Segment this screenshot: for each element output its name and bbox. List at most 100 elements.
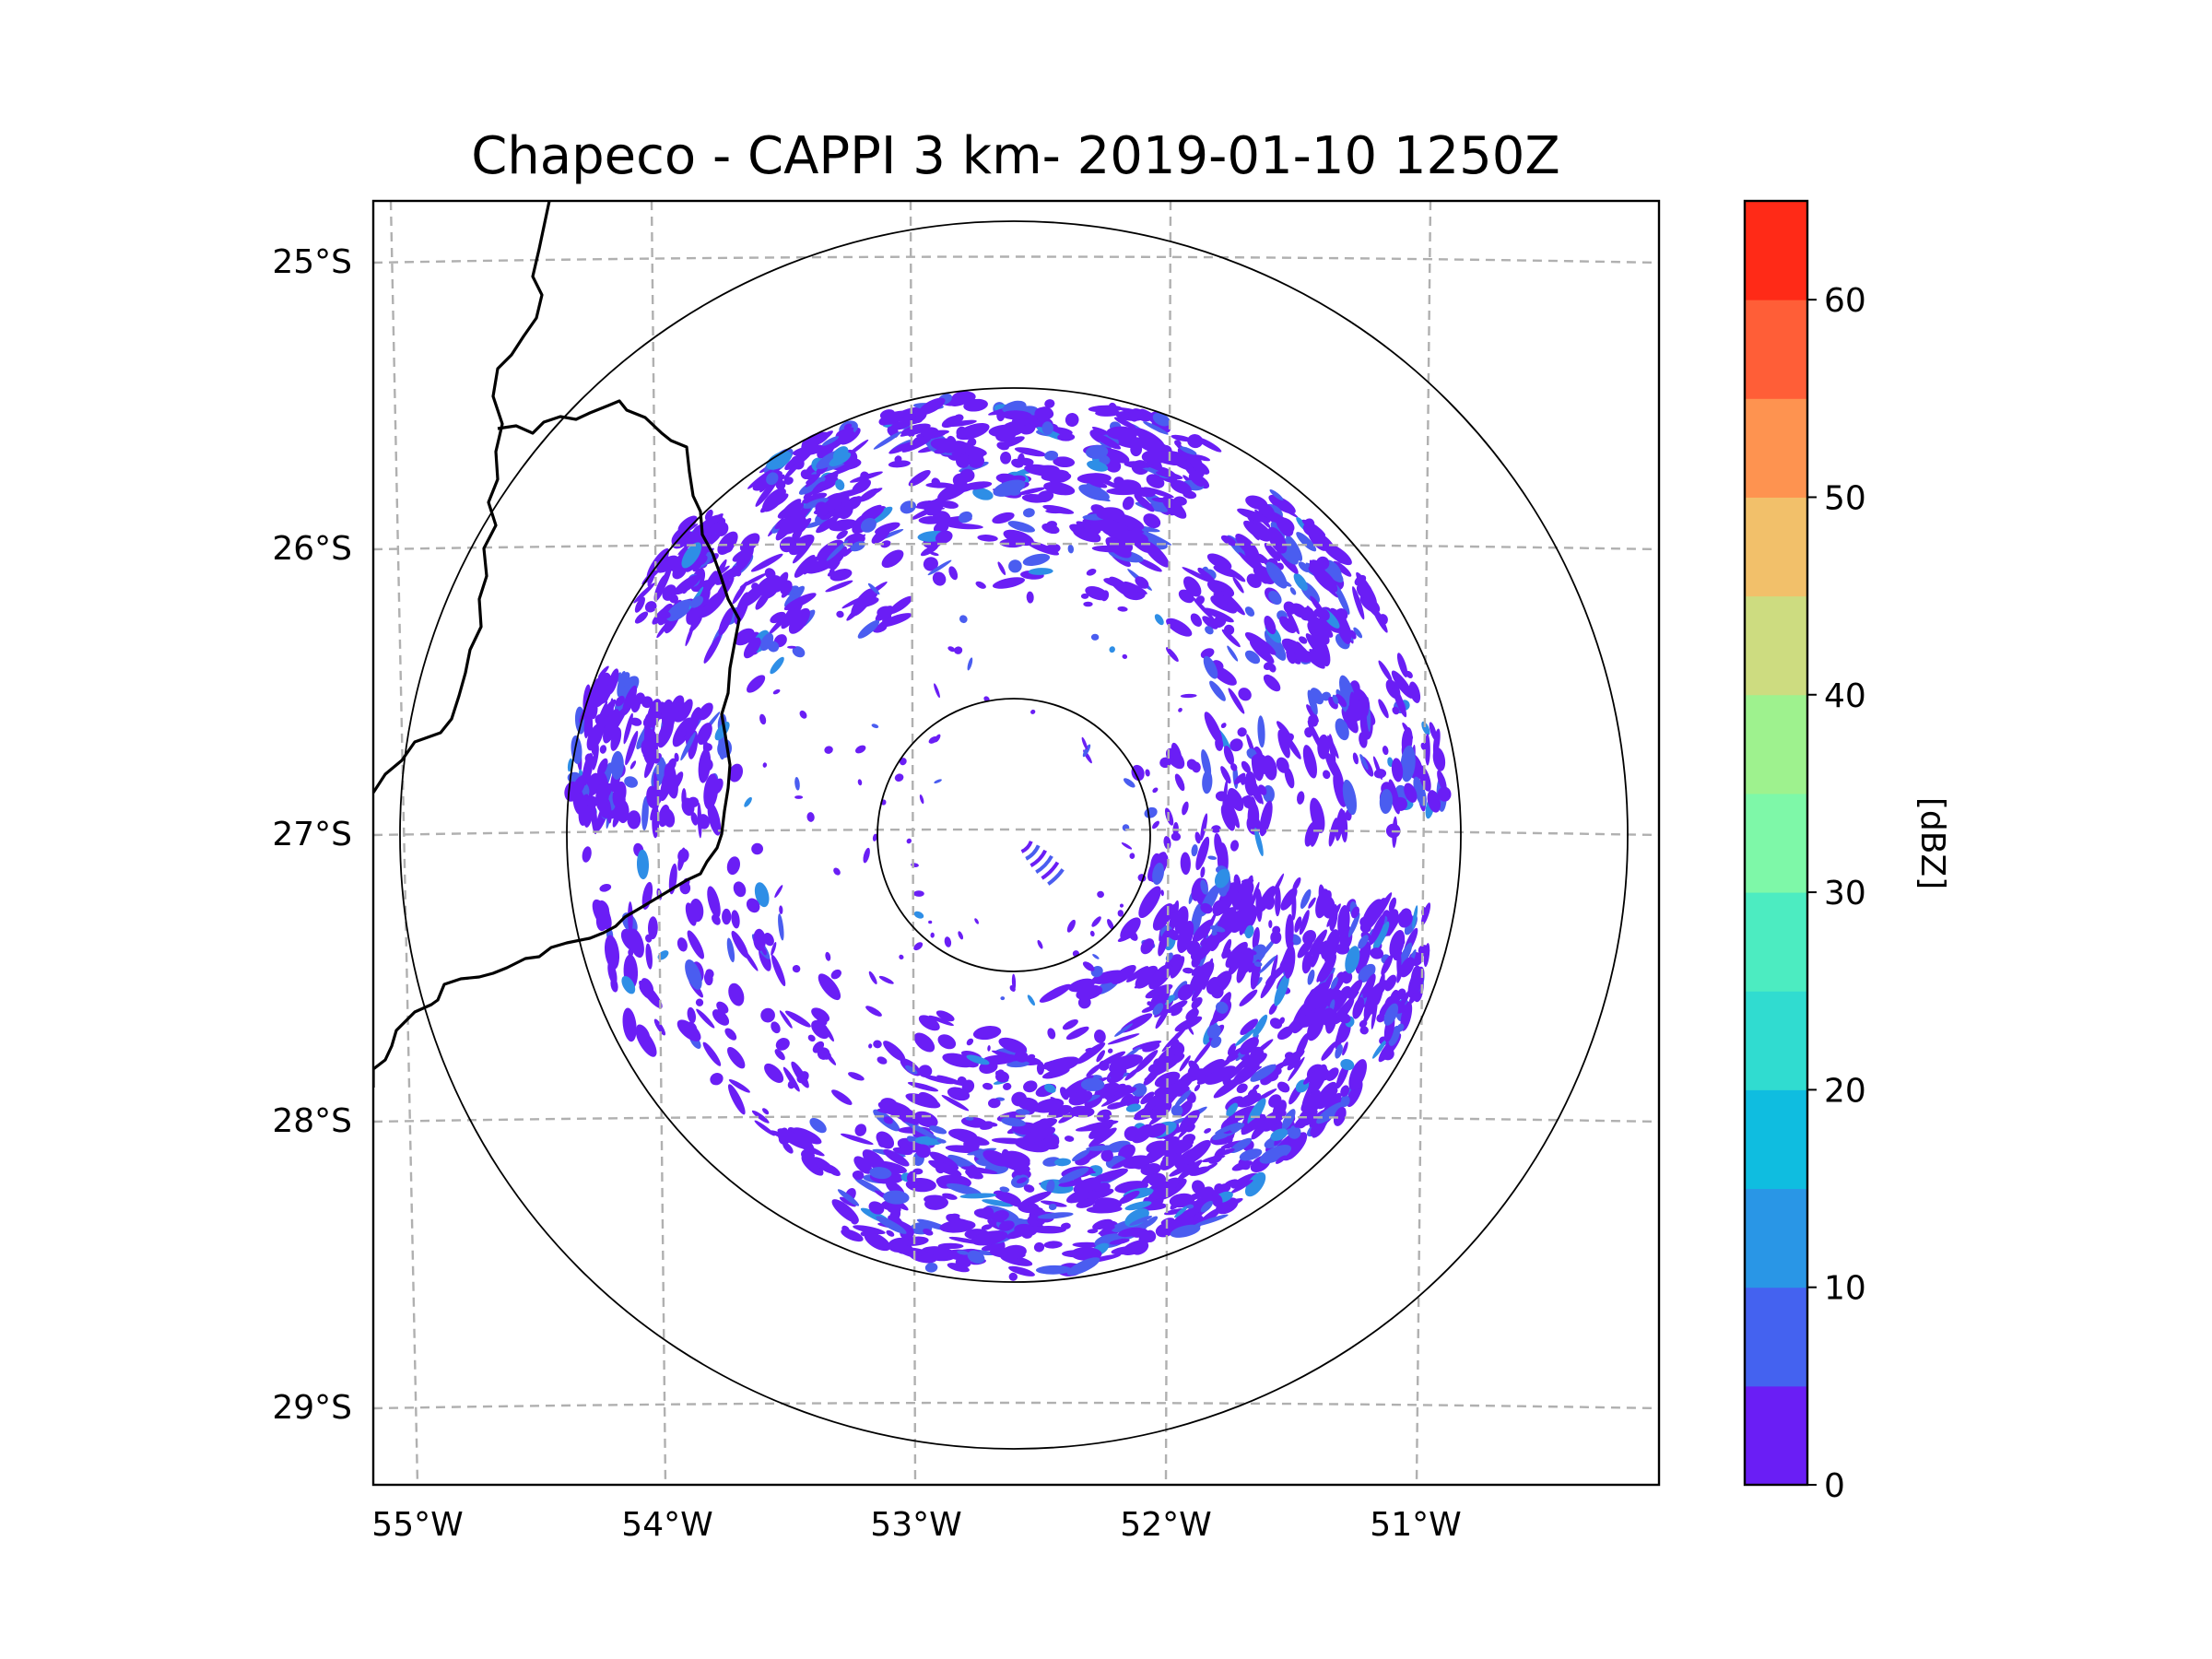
echo-cell xyxy=(1251,1050,1263,1062)
echo-cell xyxy=(1147,1172,1167,1187)
echo-cell xyxy=(869,1167,892,1180)
colorbar-tick-label: 50 xyxy=(1824,479,1866,517)
echo-cell xyxy=(586,795,599,807)
echo-cell xyxy=(854,596,879,608)
echo-cell xyxy=(1000,452,1012,465)
echo-cell xyxy=(1093,433,1122,450)
echo-cell xyxy=(703,971,713,986)
echo-cell xyxy=(1145,769,1150,777)
echo-cell xyxy=(1190,476,1204,488)
echo-cell xyxy=(1230,763,1238,771)
echo-cell xyxy=(751,1110,770,1124)
echo-cell xyxy=(1201,748,1212,779)
echo-cell xyxy=(767,641,780,653)
echo-cell xyxy=(1437,770,1447,793)
echo-cell xyxy=(659,610,671,619)
echo-cell xyxy=(1181,1099,1193,1109)
echo-cell xyxy=(892,1147,912,1156)
echo-cell xyxy=(1140,938,1155,955)
echo-cell xyxy=(668,594,679,604)
echo-cell xyxy=(1124,581,1147,594)
echo-cell xyxy=(712,1009,730,1026)
echo-cell xyxy=(645,934,653,943)
echo-cell xyxy=(1191,903,1203,935)
echo-cell xyxy=(1316,556,1330,571)
echo-cell xyxy=(1206,1024,1221,1039)
echo-cell xyxy=(1278,616,1297,633)
echo-cell xyxy=(1044,450,1059,461)
echo-cell xyxy=(629,760,637,770)
echo-cell xyxy=(1327,735,1339,759)
gridline-lat-27 xyxy=(373,828,1659,837)
echo-cell xyxy=(1269,489,1284,501)
echo-cell xyxy=(1134,493,1155,512)
echo-cell xyxy=(1171,1104,1183,1117)
echo-cell xyxy=(1178,708,1182,712)
echo-cell xyxy=(624,776,639,788)
echo-cell xyxy=(1220,804,1236,831)
echo-cell xyxy=(868,1201,885,1215)
echo-cell xyxy=(1099,1168,1128,1182)
echo-cell xyxy=(599,802,612,818)
echo-cell xyxy=(825,580,853,593)
echo-cell xyxy=(1265,960,1291,984)
map-title: Chapeco - CAPPI 3 km- 2019-01-10 1250Z xyxy=(471,126,1560,186)
echo-cell xyxy=(1190,613,1203,627)
echo-cell xyxy=(610,750,624,780)
echo-cell xyxy=(1263,982,1272,994)
colorbar-tick-label: 0 xyxy=(1824,1467,1845,1505)
echo-cell xyxy=(1268,920,1273,929)
echo-cell xyxy=(1070,1247,1102,1261)
echo-cell xyxy=(653,574,667,602)
echo-cell xyxy=(1044,399,1055,408)
echo-cell xyxy=(1310,688,1324,705)
echo-cell xyxy=(998,1220,1015,1231)
echo-cell xyxy=(1194,1214,1229,1227)
echo-cell xyxy=(1244,924,1254,939)
echo-cell xyxy=(1383,1003,1399,1026)
echo-cell xyxy=(1211,665,1237,686)
echo-cell xyxy=(1363,995,1371,1018)
echo-cell xyxy=(716,1001,729,1014)
echo-cell xyxy=(1307,620,1330,645)
echo-cell xyxy=(860,1230,869,1237)
echo-cell xyxy=(1182,801,1189,816)
echo-cell xyxy=(1196,1058,1226,1082)
echo-cell xyxy=(1412,905,1418,930)
echo-cell xyxy=(1234,1029,1256,1047)
echo-cell xyxy=(1381,1047,1394,1061)
echo-cell xyxy=(732,565,742,577)
echo-cell xyxy=(982,1199,1014,1207)
echo-cell xyxy=(1214,832,1223,860)
echo-cell xyxy=(1424,734,1430,766)
echo-cell xyxy=(677,848,689,863)
echo-cell xyxy=(1253,635,1277,655)
echo-cell xyxy=(622,685,638,716)
echo-cell xyxy=(829,427,854,451)
echo-cell xyxy=(603,709,620,744)
echo-cell xyxy=(832,446,849,462)
echo-cell xyxy=(947,646,956,653)
colorbar-bin xyxy=(1745,300,1807,399)
echo-cell xyxy=(633,582,655,604)
gridline-lon-54 xyxy=(650,201,667,1485)
echo-cell xyxy=(779,1010,793,1029)
echo-cell xyxy=(925,482,955,488)
echo-cell xyxy=(997,1155,1026,1167)
echo-cell xyxy=(956,426,968,440)
echo-cell xyxy=(1082,1120,1119,1130)
echo-cell xyxy=(1086,1145,1118,1151)
echo-cell xyxy=(623,712,633,745)
echo-cell xyxy=(1370,947,1384,959)
echo-cell xyxy=(628,901,633,934)
echo-cell xyxy=(1058,1167,1089,1183)
echo-cell xyxy=(1080,1077,1105,1091)
echo-cell xyxy=(1258,936,1277,960)
echo-cell xyxy=(783,593,817,611)
echo-cell xyxy=(1253,1014,1268,1038)
echo-cell xyxy=(1138,886,1161,919)
echo-cell xyxy=(1218,1147,1235,1156)
echo-cell xyxy=(1192,919,1214,943)
echo-cell xyxy=(1149,1100,1172,1120)
echo-cell xyxy=(1054,1158,1071,1167)
